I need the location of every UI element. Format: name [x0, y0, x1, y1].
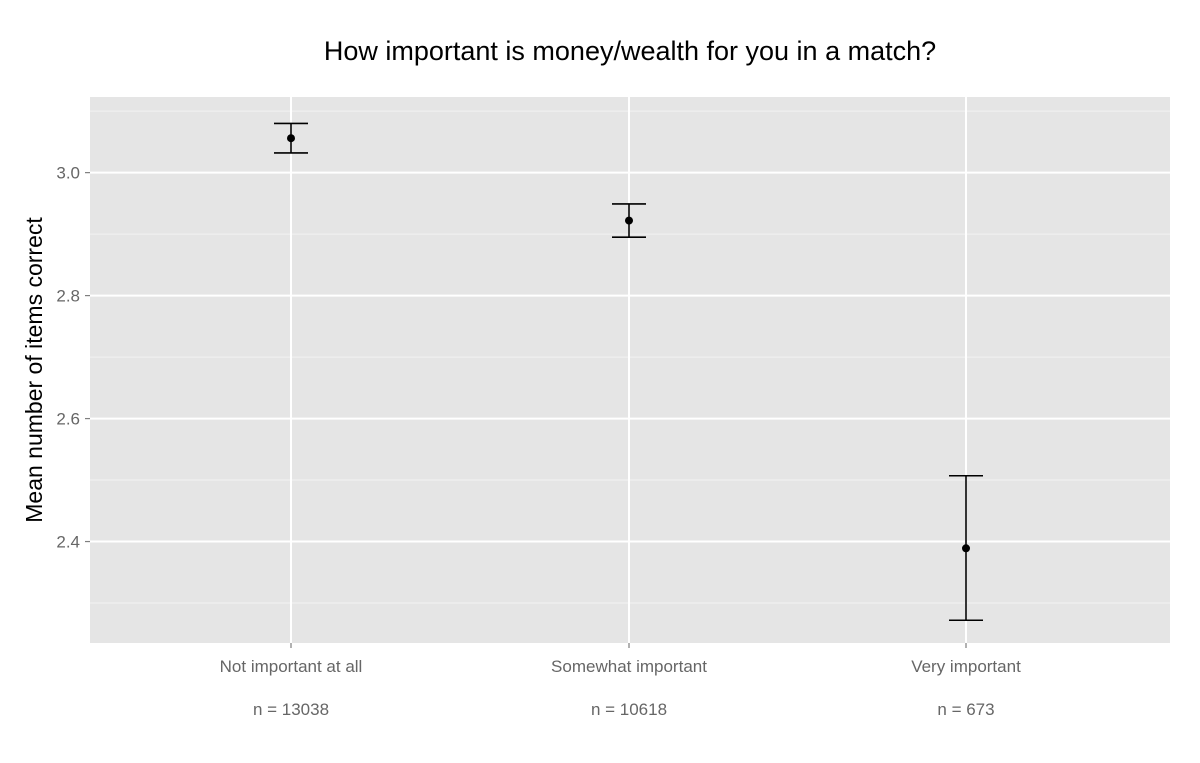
mean-point — [962, 544, 970, 553]
x-tick-label: Not important at all — [220, 657, 363, 676]
y-axis-label: Mean number of items correct — [21, 217, 47, 523]
chart-title: How important is money/wealth for you in… — [324, 36, 936, 66]
n-label: n = 10618 — [591, 700, 667, 719]
n-label: n = 673 — [937, 700, 994, 719]
n-label: n = 13038 — [253, 700, 329, 719]
x-axis: Not important at all n = 13038 Somewhat im… — [220, 643, 1021, 719]
y-tick-label: 2.4 — [56, 533, 80, 552]
major-gridlines — [90, 97, 1170, 643]
data-marks — [274, 122, 983, 622]
y-tick-label: 2.8 — [56, 287, 80, 306]
y-axis: 2.4 2.6 2.8 3.0 — [56, 164, 90, 552]
mean-point — [625, 216, 633, 225]
mean-point — [287, 134, 295, 143]
x-tick-label: Very important — [911, 657, 1021, 676]
y-tick-label: 3.0 — [56, 164, 80, 183]
x-tick-label: Somewhat important — [551, 657, 707, 676]
y-tick-label: 2.6 — [56, 410, 80, 429]
